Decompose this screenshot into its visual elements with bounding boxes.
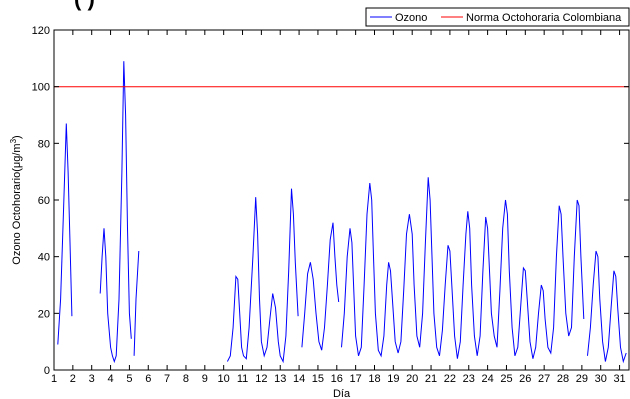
plot-area (54, 30, 629, 370)
x-tick-label: 21 (425, 373, 437, 385)
x-axis-label: Día (333, 388, 351, 399)
series-ozono-segment-5 (341, 177, 585, 359)
x-tick-label: 16 (331, 373, 343, 385)
x-tick-label: 23 (463, 373, 475, 385)
series-layer (54, 61, 629, 364)
y-axis-label-main: Ozono Octohorario(μg/m (11, 143, 23, 264)
series-ozono-segment-6 (587, 250, 627, 364)
x-tick-label: 8 (183, 373, 189, 385)
series-ozono-segment-2 (133, 250, 140, 356)
series-ozono-segment-0 (57, 123, 73, 345)
legend-label-1: Norma Octohoraria Colombiana (466, 12, 622, 24)
x-tick-label: 20 (406, 373, 418, 385)
series-ozono-segment-3 (226, 188, 299, 364)
x-tick-label: 7 (164, 373, 170, 385)
x-tick-label: 13 (274, 373, 286, 385)
x-tick-label: 27 (538, 373, 550, 385)
y-tick-label: 80 (38, 138, 50, 150)
x-tick-label: 5 (126, 373, 132, 385)
x-tick-label: 25 (500, 373, 512, 385)
y-tick-label: 60 (38, 195, 50, 207)
x-tick-label: 2 (70, 373, 76, 385)
axes-layer: 1 2 3 4 5 6 7 8 9 10 11 12 13 14 15 16 17 18 19 20 21 22 23 24 2… (32, 25, 630, 385)
x-tick-label: 3 (89, 373, 95, 385)
legend: Ozono Norma Octohoraria Colombiana (365, 7, 630, 27)
x-tick-label: 17 (350, 373, 362, 385)
x-tick-label: 11 (237, 373, 248, 385)
x-tick-label: 29 (576, 373, 588, 385)
series-ozono-segment-4 (301, 222, 340, 351)
legend-label-0: Ozono (395, 12, 427, 24)
x-tick-label: 4 (107, 373, 113, 385)
y-tick-label: 100 (32, 82, 50, 94)
x-tick-label: 19 (387, 373, 399, 385)
y-axis-label: Ozono Octohorario(μg/m3) (9, 135, 23, 264)
plot-background (54, 30, 629, 370)
x-tick-label: 12 (255, 373, 267, 385)
legend-box (365, 7, 630, 27)
y-tick-label: 20 (38, 308, 50, 320)
y-tick-label: 40 (38, 252, 50, 264)
x-tick-label: 30 (595, 373, 607, 385)
chart-title-fragment: ( ) (74, 0, 95, 11)
x-tick-label: 22 (444, 373, 456, 385)
x-tick-label: 31 (613, 373, 625, 385)
x-tick-label: 26 (519, 373, 531, 385)
x-tick-label: 10 (218, 373, 230, 385)
x-tick-label: 15 (312, 373, 324, 385)
x-tick-label: 24 (481, 373, 493, 385)
x-tick-label: 28 (557, 373, 569, 385)
x-tick-label: 9 (202, 373, 208, 385)
y-axis-label-superscript: 3 (9, 138, 18, 143)
series-ozono-segment-1 (99, 61, 132, 364)
x-tick-label: 14 (293, 373, 305, 385)
y-axis-label-end: ) (11, 135, 23, 139)
y-tick-label: 0 (44, 365, 50, 377)
y-tick-label: 120 (32, 25, 50, 37)
x-tick-label: 1 (51, 373, 57, 385)
x-tick-label: 6 (145, 373, 151, 385)
x-tick-label: 18 (368, 373, 380, 385)
